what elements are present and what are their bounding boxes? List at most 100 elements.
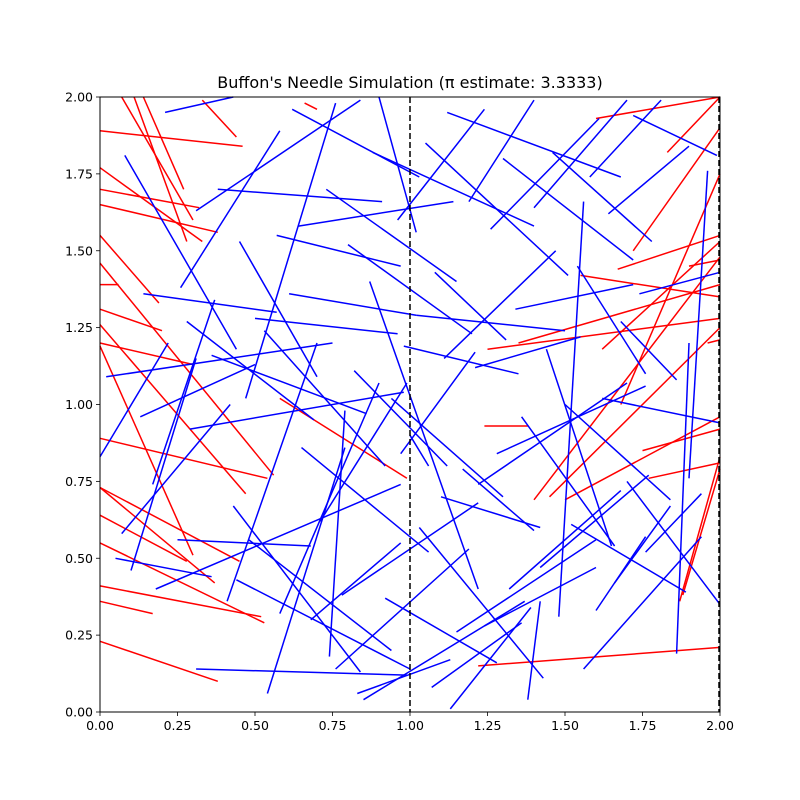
needle	[115, 557, 212, 578]
needle	[254, 317, 398, 335]
y-axis: 0.00 0.25 0.50 0.75 1.00 1.25 1.50 1.75 2.00	[65, 90, 100, 720]
needle	[99, 324, 247, 495]
needle	[484, 566, 597, 627]
needle	[217, 188, 383, 203]
y-tick-label: 1.50	[65, 243, 93, 258]
needle	[626, 480, 721, 605]
needle	[99, 514, 188, 562]
needle	[99, 262, 275, 476]
needle	[133, 96, 188, 242]
needle	[688, 259, 721, 267]
needle	[99, 600, 153, 615]
x-tick-label: 0.75	[319, 718, 347, 733]
needle	[462, 468, 535, 532]
x-tick-label: 2.00	[706, 718, 734, 733]
needle	[130, 358, 197, 571]
needle	[468, 99, 535, 203]
needle	[613, 505, 672, 584]
needle	[602, 397, 721, 424]
needle	[99, 437, 268, 480]
needle	[155, 483, 401, 590]
x-tick-label: 1.50	[551, 718, 579, 733]
needle	[431, 622, 523, 689]
needle	[548, 327, 721, 498]
needle	[515, 283, 634, 310]
needle	[642, 428, 721, 452]
needle	[335, 548, 470, 670]
needle-series-1	[99, 96, 721, 710]
needle	[477, 382, 628, 486]
y-tick-label: 0.75	[65, 474, 93, 489]
needle	[319, 382, 408, 522]
needle	[632, 127, 721, 252]
needle	[244, 102, 337, 399]
needle	[580, 274, 721, 298]
needle	[372, 151, 535, 227]
needle	[142, 96, 185, 190]
needle	[298, 200, 454, 227]
y-tick-label: 0.50	[65, 551, 93, 566]
needle	[682, 468, 721, 596]
needle	[576, 265, 647, 375]
needle	[151, 299, 216, 485]
y-tick-label: 1.75	[65, 166, 93, 181]
needle	[288, 293, 417, 317]
needle	[564, 416, 721, 501]
needle	[678, 456, 721, 602]
needles	[99, 96, 721, 710]
needle	[276, 234, 401, 267]
needle	[201, 99, 237, 138]
needle	[99, 203, 218, 234]
needle	[409, 434, 430, 467]
needle	[552, 151, 653, 243]
needle	[99, 130, 243, 147]
needle	[449, 607, 532, 710]
needle	[400, 351, 476, 455]
needle	[508, 490, 622, 590]
needle	[121, 96, 194, 221]
needle	[266, 447, 346, 694]
y-tick-label: 1.00	[65, 397, 93, 412]
needle	[99, 342, 169, 458]
needle	[189, 391, 404, 430]
needle	[418, 527, 544, 679]
needle	[675, 342, 690, 654]
needle	[666, 96, 721, 153]
needle	[238, 241, 318, 378]
needle	[434, 271, 507, 341]
needle	[99, 585, 262, 618]
needle	[279, 382, 380, 614]
needle	[688, 170, 709, 479]
needle	[632, 114, 718, 157]
needle	[99, 486, 216, 584]
x-tick-label: 0.50	[241, 718, 269, 733]
y-tick-label: 1.25	[65, 320, 93, 335]
needle	[502, 157, 634, 261]
needle	[143, 293, 277, 314]
needle	[99, 640, 219, 683]
chart-title: Buffon's Needle Simulation (π estimate: …	[217, 73, 602, 92]
needle	[196, 668, 407, 676]
needle	[478, 646, 721, 667]
needle	[487, 317, 721, 350]
needle	[456, 539, 597, 633]
needle	[583, 536, 702, 670]
needle	[106, 342, 333, 378]
needle	[139, 363, 256, 418]
x-tick-label: 1.25	[474, 718, 502, 733]
needle	[325, 188, 457, 283]
needle	[518, 283, 721, 344]
needle	[545, 348, 613, 547]
needle	[99, 486, 240, 562]
x-tick-label: 0.00	[86, 718, 114, 733]
y-tick-label: 2.00	[65, 90, 93, 105]
needle	[416, 314, 566, 332]
needle	[248, 539, 392, 652]
needle	[446, 111, 622, 178]
needle	[424, 142, 569, 276]
needle	[124, 155, 238, 350]
needle	[99, 542, 265, 624]
needle	[607, 145, 690, 215]
